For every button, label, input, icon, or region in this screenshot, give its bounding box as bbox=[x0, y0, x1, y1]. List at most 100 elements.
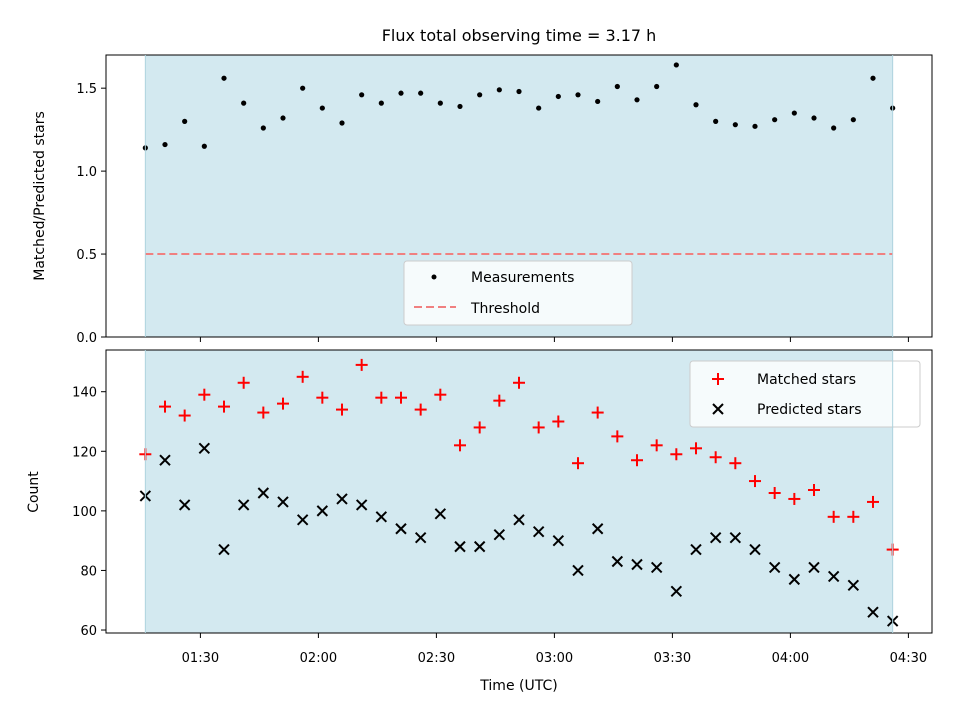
matched-point bbox=[611, 430, 624, 443]
predicted-point bbox=[316, 505, 329, 517]
matched-point bbox=[296, 370, 309, 383]
top-y-tick-label: 1.0 bbox=[76, 165, 97, 180]
top-y-axis-label: Matched/Predicted stars bbox=[32, 111, 48, 281]
top-y-tick-label: 0.5 bbox=[76, 248, 97, 263]
predicted-point bbox=[198, 442, 211, 455]
measurement-point bbox=[693, 102, 699, 108]
legend-measurements-marker bbox=[431, 274, 437, 280]
predicted-point bbox=[395, 523, 407, 535]
matched-point bbox=[532, 421, 545, 434]
top-y-tick-label: 0.0 bbox=[76, 331, 97, 346]
legend-threshold-label: Threshold bbox=[470, 301, 540, 317]
measurement-point bbox=[516, 88, 522, 95]
matched-point bbox=[808, 484, 820, 497]
matched-point bbox=[827, 510, 840, 523]
bottom-x-tick-label: 01:30 bbox=[182, 651, 219, 666]
measurement-point bbox=[850, 117, 856, 123]
predicted-point bbox=[513, 514, 525, 526]
predicted-point bbox=[631, 558, 643, 571]
matched-point bbox=[493, 394, 506, 407]
predicted-point bbox=[650, 561, 663, 574]
measurement-point bbox=[575, 92, 581, 98]
matched-point bbox=[513, 376, 525, 389]
matched-point bbox=[237, 376, 250, 389]
predicted-point bbox=[178, 499, 191, 511]
chart-title: Flux total observing time = 3.17 h bbox=[382, 26, 657, 45]
measurements-series bbox=[142, 62, 896, 151]
bottom-legend-box bbox=[689, 360, 921, 428]
bottom-y-tick-label: 80 bbox=[80, 564, 97, 579]
matched-point bbox=[434, 388, 447, 401]
top-x-ticks bbox=[199, 337, 909, 342]
top-legend-box bbox=[403, 260, 633, 326]
top-panel: 0.0 0.5 1.0 1.5 Matched/Predicted stars Mea… bbox=[32, 54, 933, 346]
matched-point bbox=[729, 457, 742, 470]
measurement-point bbox=[831, 125, 837, 131]
measurement-point bbox=[339, 120, 345, 126]
matched-point bbox=[552, 415, 565, 428]
measurement-point bbox=[398, 90, 404, 96]
measurement-point bbox=[418, 90, 424, 96]
predicted-point bbox=[847, 579, 860, 592]
predicted-point bbox=[591, 523, 604, 535]
legend-measurements-label: Measurements bbox=[471, 270, 574, 286]
measurement-point bbox=[654, 83, 660, 90]
matched-point bbox=[591, 406, 604, 419]
predicted-point bbox=[218, 543, 230, 556]
top-y-axis: 0.0 0.5 1.0 1.5 bbox=[76, 82, 106, 346]
predicted-point bbox=[454, 540, 466, 553]
matched-point bbox=[867, 495, 879, 508]
matched-point bbox=[650, 439, 663, 452]
measurement-point bbox=[496, 87, 502, 93]
bottom-x-tick-label: 03:00 bbox=[536, 651, 573, 666]
matched-point bbox=[690, 442, 702, 455]
matched-point bbox=[159, 400, 171, 413]
bottom-y-tick-label: 140 bbox=[72, 386, 97, 401]
measurement-point bbox=[182, 118, 188, 124]
bottom-axes-frame bbox=[105, 349, 933, 634]
top-axes-frame bbox=[105, 54, 933, 338]
predicted-point bbox=[827, 570, 840, 583]
matched-point bbox=[749, 475, 761, 488]
measurement-point bbox=[732, 122, 738, 128]
predicted-point bbox=[257, 487, 270, 499]
matched-point bbox=[473, 421, 486, 434]
predicted-point bbox=[788, 573, 801, 586]
predicted-point bbox=[296, 514, 309, 526]
predicted-point bbox=[473, 540, 486, 553]
matched-point bbox=[788, 492, 801, 505]
matched-point bbox=[414, 403, 427, 416]
legend-predicted-marker bbox=[712, 403, 724, 415]
predicted-point bbox=[768, 561, 781, 574]
measurement-point bbox=[300, 85, 306, 91]
predicted-point bbox=[552, 534, 565, 547]
measurement-point bbox=[752, 123, 758, 129]
matched-point bbox=[178, 409, 191, 422]
predicted-point bbox=[709, 531, 722, 544]
predicted-point bbox=[867, 606, 879, 618]
legend-matched-marker bbox=[712, 373, 724, 385]
bottom-y-axis: 60 80 100 120 140 bbox=[72, 386, 106, 639]
measurement-point bbox=[477, 92, 483, 98]
predicted-point bbox=[572, 564, 584, 577]
legend-predicted-label: Predicted stars bbox=[757, 402, 862, 418]
measurement-point bbox=[536, 105, 542, 111]
matched-point bbox=[355, 358, 368, 371]
matched-point bbox=[709, 451, 722, 464]
bottom-x-tick-label: 03:30 bbox=[654, 651, 691, 666]
measurement-point bbox=[260, 125, 266, 131]
predicted-point bbox=[808, 561, 820, 574]
top-legend: Measurements Threshold bbox=[403, 260, 633, 326]
bottom-y-tick-label: 100 bbox=[72, 505, 97, 520]
measurement-point bbox=[811, 115, 817, 121]
bottom-legend: Matched stars Predicted stars bbox=[689, 360, 921, 428]
predicted-point bbox=[749, 543, 761, 556]
measurement-point bbox=[614, 83, 620, 90]
bottom-y-tick-label: 60 bbox=[80, 624, 97, 639]
legend-matched-label: Matched stars bbox=[757, 372, 856, 388]
predicted-point bbox=[336, 493, 348, 505]
measurement-point bbox=[634, 97, 640, 103]
matched-point bbox=[198, 388, 211, 401]
predicted-point bbox=[237, 499, 250, 511]
